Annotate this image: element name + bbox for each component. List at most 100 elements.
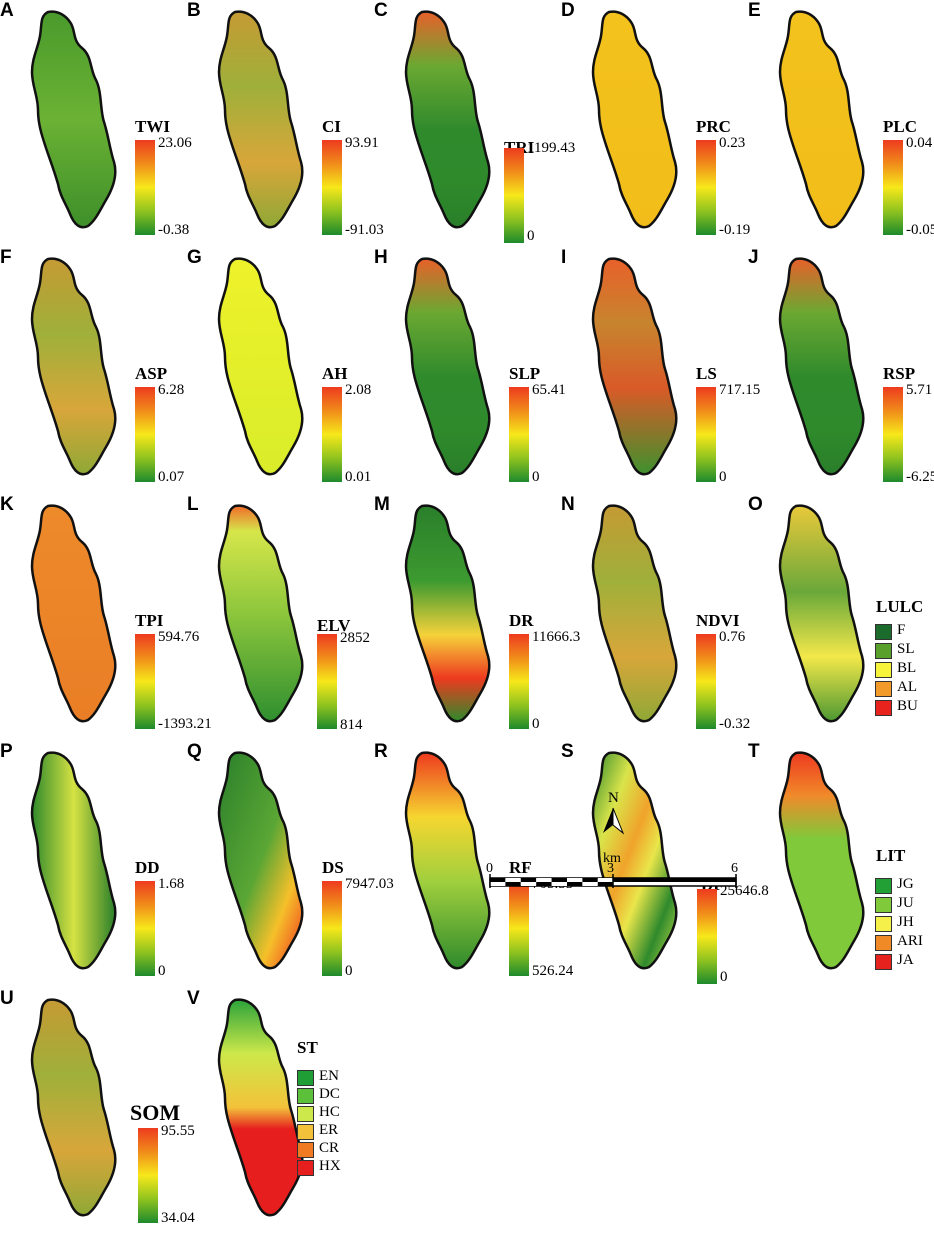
panel-letter: R	[374, 741, 388, 762]
legend-min-value: 0.07	[158, 469, 185, 485]
scale-tick-3: 3	[607, 861, 614, 876]
legend-swatch	[297, 1160, 314, 1176]
panel-l: L ELV 2852 814	[187, 494, 372, 739]
legend-label: BU	[897, 698, 918, 714]
panel-c: CTRI1199.430	[374, 0, 575, 245]
map-ndvi	[591, 504, 678, 723]
watershed-shape	[404, 257, 491, 476]
legend-label: F	[897, 622, 906, 638]
panel-letter: F	[0, 247, 12, 268]
legend-min-value: 0	[158, 963, 166, 979]
legend-min-value: 814	[340, 717, 363, 733]
legend-label: SL	[897, 641, 915, 657]
scale-tick-0: 0	[486, 861, 493, 876]
legend-min-value: 0	[527, 228, 535, 244]
legend-max-value: 25646.8	[720, 883, 769, 899]
panel-letter: H	[374, 247, 388, 268]
panel-letter: D	[561, 0, 575, 21]
map-twi	[30, 10, 117, 229]
panel-letter: G	[187, 247, 202, 268]
legend-min-value: -0.19	[719, 222, 751, 238]
panel-title: PLC	[883, 117, 917, 136]
legend-min-value: 0.01	[345, 469, 372, 485]
legend-label: JU	[897, 895, 914, 911]
legend-max-value: 65.41	[532, 382, 566, 398]
panel-a: A TWI 23.06 -0.38	[0, 0, 192, 245]
panel-title: RF	[509, 858, 532, 877]
panel-j: J RSP 5.71 -6.25	[748, 247, 934, 492]
panel-title: DS	[322, 858, 344, 877]
north-arrow-icon	[603, 808, 613, 833]
panel-t: T LIT JG JU JH ARI JA	[748, 741, 933, 986]
panel-title: ASP	[135, 364, 168, 383]
panel-title: NDVI	[696, 611, 740, 630]
legend-max-value: 0.23	[719, 135, 746, 151]
legend-max-value: 1.68	[158, 876, 185, 892]
watershed-shape	[404, 10, 491, 229]
watershed-shape	[30, 257, 117, 476]
map-slp	[404, 257, 491, 476]
north-label: N	[608, 790, 619, 806]
panel-title: RSP	[883, 364, 916, 383]
watershed-shape	[30, 10, 117, 229]
panel-letter: J	[748, 247, 759, 268]
legend-max-value: 93.91	[345, 135, 379, 151]
color-ramp	[135, 387, 155, 482]
panel-e: E PLC 0.04 -0.05	[748, 0, 934, 245]
panel-title: SOM	[130, 1100, 181, 1125]
panel-f: F ASP 6.28 0.07	[0, 247, 185, 492]
legend-max-value: 1199.43	[527, 140, 576, 156]
color-ramp	[504, 148, 524, 243]
color-ramp	[135, 881, 155, 976]
legend-max-value: 717.15	[719, 382, 761, 398]
panel-title: LIT	[876, 846, 906, 865]
map-ls	[591, 257, 678, 476]
panel-letter: I	[561, 247, 567, 268]
watershed-shape	[404, 751, 491, 970]
legend-max-value: 7947.03	[345, 876, 394, 892]
legend-min-value: 526.24	[532, 963, 574, 979]
panel-o: O LULC F SL BL AL BU	[748, 494, 933, 739]
legend-swatch	[875, 954, 892, 970]
color-ramp	[138, 1128, 158, 1223]
color-ramp	[317, 634, 337, 729]
legend-swatch	[875, 916, 892, 932]
panel-letter: U	[0, 988, 14, 1009]
panel-u: U SOM 95.55 34.04	[0, 988, 195, 1233]
color-ramp	[883, 140, 903, 235]
map-df	[591, 751, 678, 970]
legend-label: ARI	[897, 933, 923, 949]
legend-swatch	[297, 1106, 314, 1122]
legend-min-value: -91.03	[345, 222, 384, 238]
legend-label: BL	[897, 660, 917, 676]
panel-v: V ST EN DC HC ER CR HX	[187, 988, 372, 1233]
color-ramp	[509, 387, 529, 482]
legend-min-value: 34.04	[161, 1210, 195, 1226]
watershed-shape	[30, 751, 117, 970]
watershed-shape	[30, 504, 117, 723]
panel-title: TPI	[135, 611, 164, 630]
legend-min-value: -0.38	[158, 222, 190, 238]
legend-swatch	[875, 700, 892, 716]
panel-letter: T	[748, 741, 760, 762]
panel-letter: O	[748, 494, 763, 515]
map-lulc	[778, 504, 865, 723]
color-ramp	[696, 140, 716, 235]
color-ramp	[135, 634, 155, 729]
color-ramp	[322, 881, 342, 976]
panel-letter: S	[561, 741, 574, 762]
panel-letter: L	[187, 494, 199, 515]
color-ramp	[697, 889, 717, 984]
legend-label: HC	[319, 1104, 340, 1120]
legend-swatch	[875, 643, 892, 659]
map-elv	[217, 504, 304, 723]
legend-swatch	[875, 681, 892, 697]
color-ramp	[322, 387, 342, 482]
panel-d: D PRC 0.23 -0.19	[561, 0, 750, 245]
north-arrow-and-scale-bar: N km 0 3 6	[486, 790, 738, 888]
panel-title: AH	[322, 364, 348, 383]
map-lit	[778, 751, 865, 970]
watershed-shape	[778, 504, 865, 723]
map-ds	[217, 751, 304, 970]
legend-min-value: 0	[532, 716, 540, 732]
